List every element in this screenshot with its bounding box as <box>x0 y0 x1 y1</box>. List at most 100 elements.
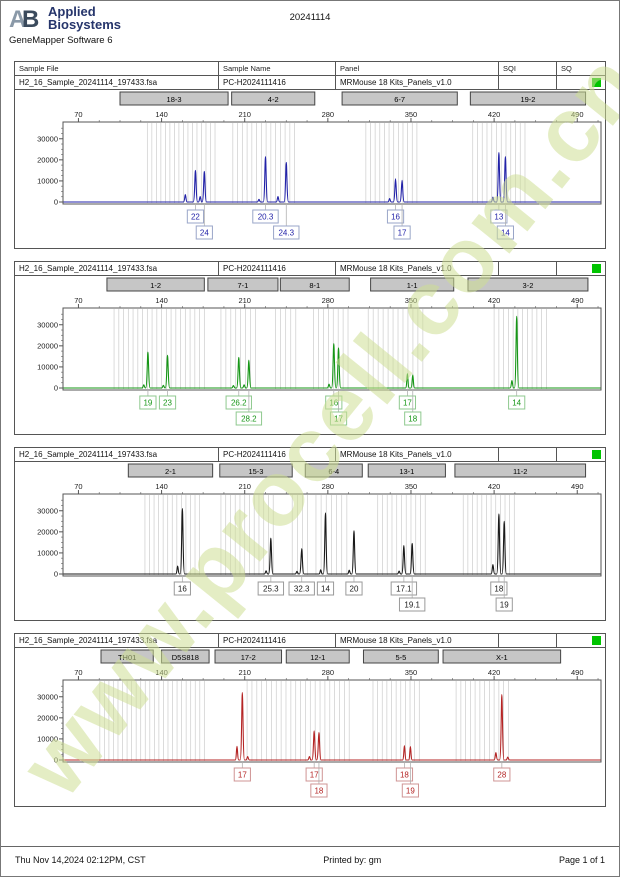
electropherogram-chart-blue: 18-3 4-2 6-7 19-2 70 140 210 280 350 420 490 0 10000… <box>37 91 602 240</box>
marker-bin-label: 1-2 <box>150 281 161 290</box>
allele-labels: 19 23 26.2 28.2 16 17 17 18 14 <box>139 389 526 426</box>
sq-status-indicator <box>592 264 601 273</box>
sample-cell-4 <box>556 76 607 89</box>
x-tick-label: 210 <box>238 296 251 305</box>
page-number: Page 1 of 1 <box>558 855 605 865</box>
x-tick-label: 280 <box>322 482 335 491</box>
allele-call: 20.3 <box>258 213 274 222</box>
allele-label-box <box>139 395 157 410</box>
marker-bin <box>119 91 229 106</box>
sample-cell-4 <box>556 634 607 647</box>
electropherogram-chart-green: 1-2 7-1 8-1 1-1 3-2 70 140 210 280 350 420 490 0 1000… <box>37 277 602 426</box>
allele-call: 18 <box>494 585 503 594</box>
brand-line-1: Applied <box>48 4 96 19</box>
marker-bin-label: 2-1 <box>165 467 176 476</box>
y-tick-label: 20000 <box>37 155 58 164</box>
marker-bin <box>469 91 587 106</box>
x-tick-label: 70 <box>74 668 82 677</box>
sq-status-indicator <box>592 636 601 645</box>
allele-label-box <box>393 225 411 240</box>
marker-bin-label: 12-1 <box>310 653 325 662</box>
x-tick-label: 210 <box>238 482 251 491</box>
sample-cell-3 <box>498 262 556 275</box>
allele-label-box <box>508 395 526 410</box>
allele-call: 18 <box>400 771 409 780</box>
x-tick-label: 420 <box>488 110 501 119</box>
allele-label-box <box>233 767 251 782</box>
marker-bin <box>231 91 316 106</box>
allele-label-box <box>173 581 191 596</box>
allele-call: 17 <box>403 399 412 408</box>
marker-bin <box>454 463 587 478</box>
allele-call: 17 <box>334 415 343 424</box>
y-tick-label: 10000 <box>37 176 58 185</box>
electropherogram-chart-black: 2-1 15-3 6-4 13-1 11-2 70 140 210 280 350 420 490 0 1… <box>37 463 602 612</box>
x-tick-label: 210 <box>238 668 251 677</box>
report-footer: Thu Nov 14,2024 02:12PM, CST Printed by:… <box>1 846 619 876</box>
marker-bin-label: 5-5 <box>395 653 406 662</box>
y-tick-label: 30000 <box>37 506 58 515</box>
marker-bin <box>362 649 439 664</box>
sample-cell-0: H2_16_Sample_20241114_197433.fsa <box>19 263 158 273</box>
sample-cell-1: PC-H2024111416 <box>218 262 335 275</box>
allele-label-box <box>401 783 419 798</box>
marker-bin <box>341 91 458 106</box>
allele-call: 16 <box>329 399 338 408</box>
column-header-1: Sample Name <box>218 62 335 75</box>
sample-cell-2: MRMouse 18 Kits_Panels_v1.0 <box>335 448 498 461</box>
x-tick-label: 350 <box>405 482 418 491</box>
x-tick-label: 140 <box>155 668 168 677</box>
allele-call: 19 <box>406 787 415 796</box>
x-axis: 70 140 210 280 350 420 490 <box>74 110 599 122</box>
allele-label-box <box>225 395 252 410</box>
x-tick-label: 280 <box>322 668 335 677</box>
column-header-2: Panel <box>335 62 498 75</box>
sample-cell-3 <box>498 634 556 647</box>
allele-label-box <box>386 209 405 224</box>
allele-label-box <box>257 581 285 596</box>
marker-bin-label: 4-2 <box>268 95 279 104</box>
sample-cell-2: MRMouse 18 Kits_Panels_v1.0 <box>335 262 498 275</box>
sample-cell-2: MRMouse 18 Kits_Panels_v1.0 <box>335 76 498 89</box>
marker-bin <box>285 649 350 664</box>
allele-call: 20 <box>350 585 359 594</box>
x-tick-label: 280 <box>322 296 335 305</box>
x-axis: 70 140 210 280 350 420 490 <box>74 482 599 494</box>
y-tick-label: 20000 <box>37 341 58 350</box>
allele-call: 23 <box>163 399 172 408</box>
column-header-4: SQ <box>556 62 607 75</box>
marker-bin <box>467 277 589 292</box>
marker-bin-label: 17-2 <box>241 653 256 662</box>
logo-letter-b: B <box>22 6 39 32</box>
allele-call: 14 <box>512 399 521 408</box>
allele-label-box <box>345 581 363 596</box>
marker-bin-label: 13-1 <box>399 467 414 476</box>
sample-cell-0: H2_16_Sample_20241114_197433.fsa <box>19 635 158 645</box>
sample-cell-1: PC-H2024111416 <box>218 448 335 461</box>
marker-bin <box>127 463 214 478</box>
allele-label-box <box>316 581 335 596</box>
allele-label-box <box>490 209 508 224</box>
marker-bin-label: 1-1 <box>407 281 418 290</box>
y-tick-label: 10000 <box>37 734 58 743</box>
x-tick-label: 140 <box>155 110 168 119</box>
marker-bin-label: 6-7 <box>394 95 405 104</box>
allele-call: 17.1 <box>396 585 412 594</box>
column-header-0: Sample File <box>19 63 59 73</box>
y-tick-label: 20000 <box>37 527 58 536</box>
plot-block-2: H2_16_Sample_20241114_197433.fsa PC-H2024… <box>14 261 606 435</box>
logo-letter-a: A <box>9 6 26 32</box>
allele-label-box <box>252 209 279 224</box>
y-tick-label: 30000 <box>37 692 58 701</box>
allele-call: 28.2 <box>241 415 257 424</box>
x-tick-label: 280 <box>322 110 335 119</box>
brand-line-2: Biosystems <box>48 16 121 32</box>
marker-bin <box>161 649 210 664</box>
allele-label-box <box>186 209 205 224</box>
x-tick-label: 70 <box>74 296 82 305</box>
marker-bin-label: 11-2 <box>513 467 527 476</box>
x-tick-label: 350 <box>405 296 418 305</box>
x-tick-label: 140 <box>155 482 168 491</box>
sample-cell-4 <box>556 448 607 461</box>
